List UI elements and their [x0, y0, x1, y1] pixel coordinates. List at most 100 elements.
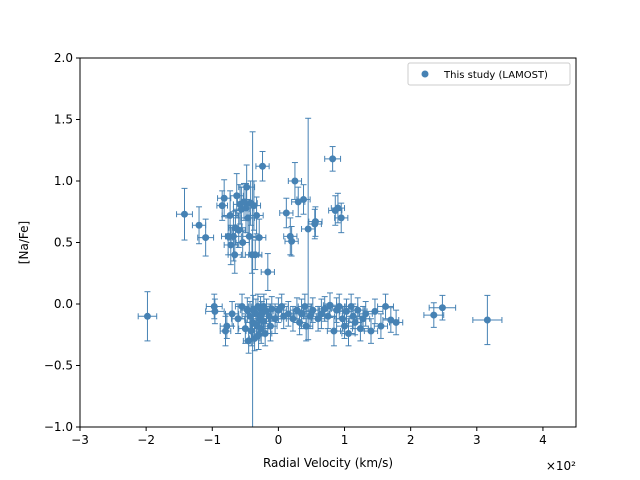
point-marker — [231, 251, 239, 259]
data-point — [284, 226, 299, 257]
data-point — [191, 206, 207, 245]
point-marker — [228, 310, 236, 318]
point-marker — [233, 192, 241, 200]
point-marker — [300, 195, 308, 203]
data-point — [263, 310, 278, 342]
y-tick-label: 2.0 — [54, 51, 73, 65]
y-tick-label: −0.5 — [44, 359, 73, 373]
data-point — [258, 320, 273, 347]
data-point — [197, 218, 215, 257]
point-marker — [334, 204, 342, 212]
point-marker — [330, 327, 338, 335]
data-point — [428, 294, 457, 321]
data-point — [324, 146, 342, 172]
point-marker — [195, 221, 203, 229]
legend-box — [407, 62, 571, 86]
x-tick-label: 2 — [407, 433, 415, 447]
point-marker — [255, 234, 263, 242]
y-tick-label: 0.5 — [54, 236, 73, 250]
data-point — [310, 305, 326, 332]
point-marker — [438, 304, 446, 312]
plot-frame — [79, 57, 577, 428]
data-point — [231, 212, 246, 248]
point-marker — [234, 315, 242, 323]
point-marker — [356, 325, 364, 333]
y-tick-label: 0.0 — [54, 297, 73, 311]
y-tick-label: 1.0 — [54, 174, 73, 188]
point-marker — [241, 325, 249, 333]
data-point — [242, 328, 255, 354]
x-tick-label: 0 — [275, 433, 283, 447]
point-marker — [377, 322, 385, 330]
point-marker — [268, 305, 276, 313]
data-point — [334, 202, 349, 234]
point-marker — [282, 209, 290, 217]
data-point — [332, 293, 347, 320]
point-marker — [211, 307, 219, 315]
data-point — [301, 117, 316, 341]
x-axis-ticks: −3 −2 −1 0 1 2 3 4 — [71, 427, 547, 447]
x-tick-label: 3 — [473, 433, 481, 447]
y-tick-label: −1.0 — [44, 420, 73, 434]
y-tick-label: 1.5 — [54, 113, 73, 127]
legend: This study (LAMOST) — [407, 62, 571, 86]
data-point — [377, 293, 394, 320]
data-point — [217, 179, 232, 218]
legend-marker — [421, 70, 429, 78]
point-marker — [235, 226, 243, 234]
point-marker — [266, 322, 274, 330]
point-marker — [329, 155, 337, 163]
point-marker — [239, 239, 247, 246]
point-marker — [251, 251, 259, 259]
point-marker — [337, 214, 345, 222]
point-marker — [311, 218, 319, 226]
point-marker — [371, 307, 379, 315]
data-point — [249, 196, 264, 235]
point-marker — [304, 225, 312, 233]
point-marker — [335, 302, 343, 310]
point-marker — [220, 194, 228, 202]
point-marker — [253, 211, 261, 219]
x-tick-label: 4 — [539, 433, 547, 447]
point-marker — [341, 322, 349, 330]
x-tick-label: −1 — [203, 433, 221, 447]
point-marker — [430, 311, 438, 319]
point-marker — [180, 210, 188, 218]
point-marker — [392, 318, 400, 326]
legend-label: This study (LAMOST) — [443, 70, 548, 81]
point-marker — [264, 268, 272, 276]
data-point — [308, 206, 323, 237]
data-point — [255, 150, 270, 182]
point-marker — [202, 234, 210, 242]
data-point — [252, 218, 267, 257]
y-axis-ticks: −1.0 −0.5 0.0 0.5 1.0 1.5 2.0 — [44, 51, 80, 434]
point-marker — [326, 301, 334, 309]
point-marker — [309, 306, 317, 314]
point-marker — [259, 162, 267, 170]
point-marker — [288, 237, 296, 245]
x-tick-label: −2 — [137, 433, 155, 447]
data-point — [224, 301, 240, 327]
data-point — [205, 298, 225, 325]
data-point — [287, 162, 303, 200]
point-marker — [143, 312, 151, 320]
data-point — [373, 313, 389, 339]
x-tick-label: 1 — [341, 433, 349, 447]
data-point — [176, 187, 193, 241]
data-point — [363, 318, 379, 344]
data-point — [279, 197, 294, 229]
point-marker — [226, 211, 234, 219]
data-point — [229, 173, 244, 219]
data-point — [283, 217, 298, 256]
point-marker — [223, 322, 231, 330]
data-point — [238, 164, 256, 210]
data-marks — [137, 117, 503, 427]
x-axis-offset-label: ×10² — [546, 459, 576, 473]
point-marker — [367, 327, 375, 335]
point-marker — [382, 302, 390, 310]
x-tick-label: −3 — [71, 433, 89, 447]
point-marker — [343, 307, 351, 315]
point-marker — [243, 183, 251, 191]
point-marker — [289, 315, 297, 323]
